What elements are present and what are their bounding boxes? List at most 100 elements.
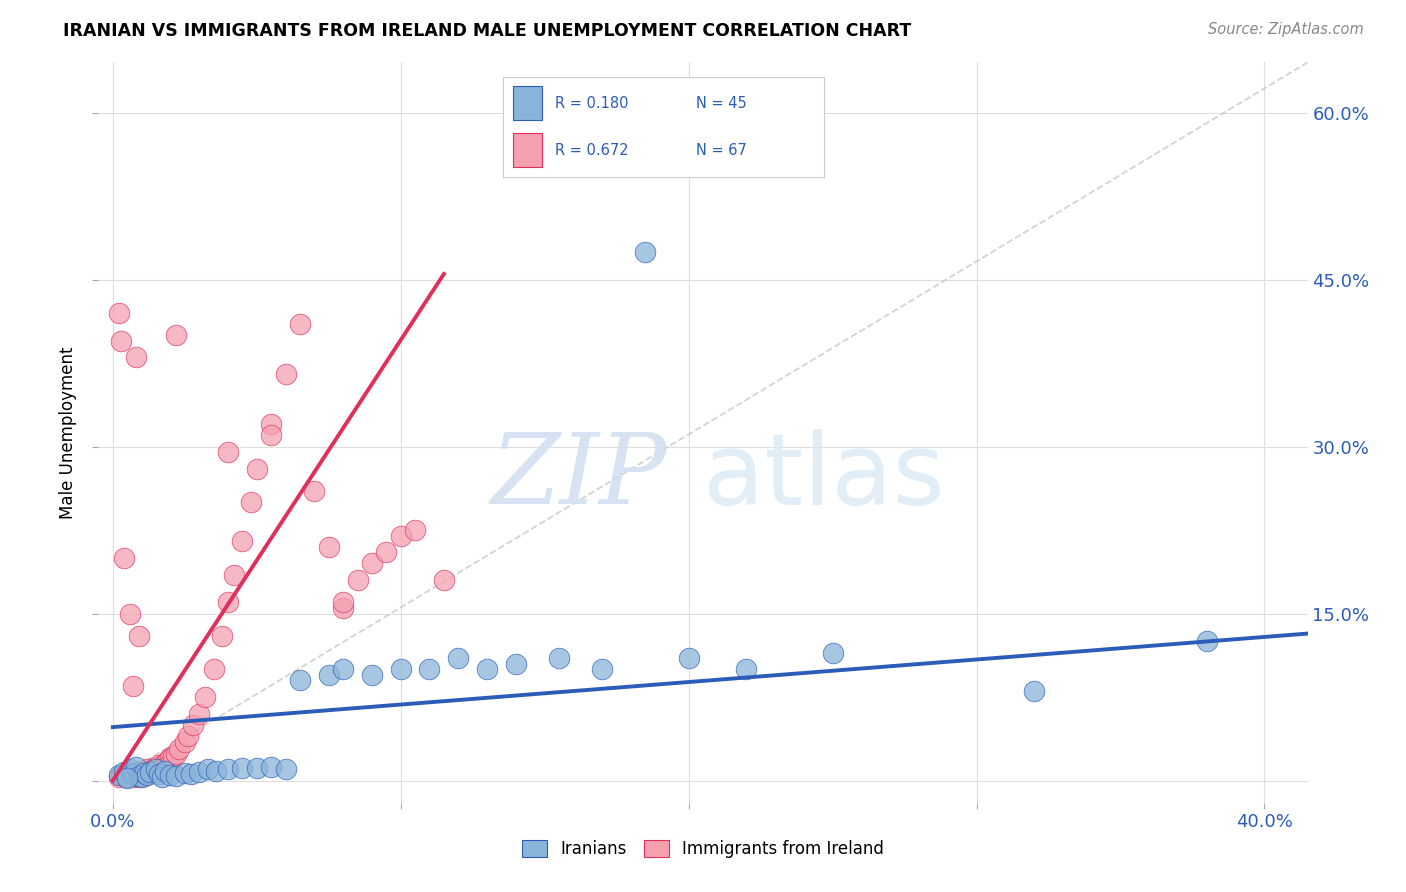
Text: IRANIAN VS IMMIGRANTS FROM IRELAND MALE UNEMPLOYMENT CORRELATION CHART: IRANIAN VS IMMIGRANTS FROM IRELAND MALE … — [63, 22, 911, 40]
Point — [125, 351, 148, 365]
Point — [678, 651, 700, 665]
Point — [433, 573, 456, 587]
Point — [231, 761, 253, 775]
Point — [375, 545, 398, 559]
Point — [389, 528, 412, 542]
Point — [131, 768, 153, 782]
Point — [246, 761, 269, 775]
Point — [821, 646, 844, 660]
Legend: Iranians, Immigrants from Ireland: Iranians, Immigrants from Ireland — [516, 833, 890, 865]
Point — [205, 764, 228, 778]
Point — [176, 729, 198, 743]
Point — [148, 758, 170, 772]
Point — [288, 317, 311, 331]
Point — [217, 763, 239, 777]
Point — [188, 706, 211, 721]
Point — [131, 765, 153, 780]
Point — [260, 417, 283, 432]
Point — [183, 718, 205, 732]
Point — [128, 769, 150, 783]
Point — [332, 601, 354, 615]
Point — [165, 328, 187, 343]
Point — [134, 769, 156, 783]
Point — [110, 334, 132, 348]
Point — [148, 767, 170, 781]
Point — [318, 667, 340, 681]
Point — [418, 662, 440, 676]
Point — [735, 662, 758, 676]
Point — [197, 763, 219, 777]
Point — [548, 651, 571, 665]
Point — [110, 768, 132, 782]
Point — [165, 747, 187, 761]
Point — [128, 770, 150, 784]
Point — [142, 763, 165, 777]
Point — [139, 764, 162, 779]
Point — [274, 763, 297, 777]
Point — [288, 673, 311, 688]
Point — [260, 428, 283, 442]
Point — [112, 550, 135, 565]
Point — [136, 768, 159, 782]
Point — [112, 769, 135, 783]
Point — [304, 484, 326, 499]
Point — [194, 690, 217, 704]
Point — [134, 764, 156, 778]
Point — [188, 764, 211, 779]
Point — [153, 756, 176, 770]
Point — [404, 523, 426, 537]
Point — [125, 767, 148, 781]
Point — [173, 734, 195, 748]
Point — [112, 764, 135, 779]
Text: Source: ZipAtlas.com: Source: ZipAtlas.com — [1208, 22, 1364, 37]
Point — [240, 495, 263, 509]
Point — [217, 445, 239, 459]
Point — [361, 667, 384, 681]
Point — [145, 763, 167, 777]
Point — [125, 769, 148, 783]
Point — [120, 607, 142, 621]
Y-axis label: Male Unemployment: Male Unemployment — [59, 346, 77, 519]
Point — [274, 367, 297, 381]
Point — [159, 756, 181, 771]
Point — [120, 763, 142, 777]
Point — [128, 629, 150, 643]
Point — [231, 534, 253, 549]
Point — [159, 768, 181, 782]
Point — [115, 767, 138, 781]
Point — [107, 306, 129, 320]
Point — [120, 768, 142, 782]
Point — [1022, 684, 1045, 698]
Point — [318, 540, 340, 554]
Point — [107, 770, 129, 784]
Point — [107, 768, 129, 782]
Point — [167, 742, 190, 756]
Point — [361, 557, 384, 571]
Point — [222, 567, 245, 582]
Point — [162, 749, 184, 764]
Point — [134, 765, 156, 780]
Point — [180, 767, 202, 781]
Point — [115, 770, 138, 784]
Point — [260, 760, 283, 774]
Point — [145, 760, 167, 774]
Point — [136, 767, 159, 781]
Point — [125, 760, 148, 774]
Point — [122, 679, 145, 693]
Text: ZIP: ZIP — [491, 429, 666, 524]
Point — [153, 764, 176, 778]
Point — [246, 462, 269, 476]
Point — [122, 765, 145, 780]
Point — [120, 769, 142, 783]
Point — [165, 769, 187, 783]
Point — [332, 662, 354, 676]
Point — [156, 754, 179, 768]
Point — [150, 760, 173, 774]
Point — [389, 662, 412, 676]
Point — [159, 751, 181, 765]
Point — [128, 764, 150, 779]
Point — [122, 770, 145, 784]
Point — [139, 764, 162, 779]
Point — [202, 662, 225, 676]
Point — [211, 629, 233, 643]
